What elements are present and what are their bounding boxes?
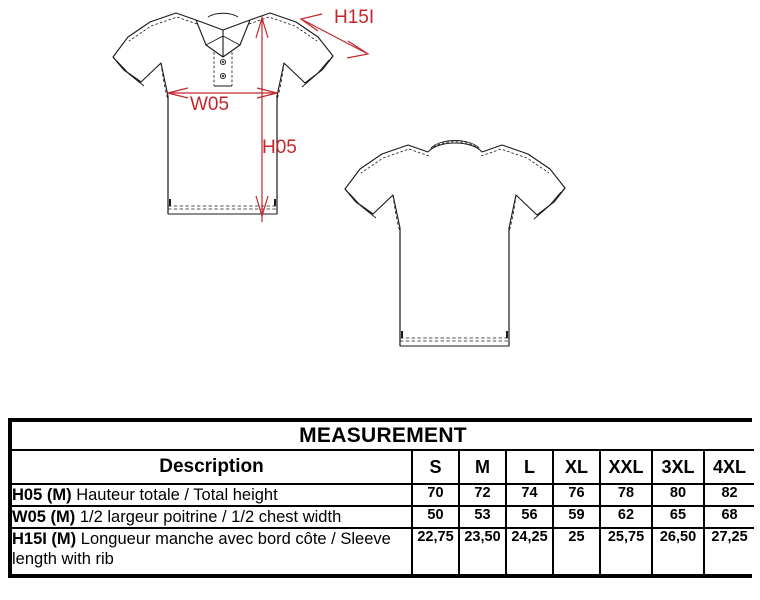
- row-code-h15i: H15I (M): [12, 530, 77, 548]
- cell-h05-m: 72: [458, 483, 507, 507]
- cell-h05-xl: 76: [552, 483, 601, 507]
- annotation-label-h05: H05: [262, 137, 297, 158]
- cell-h05-s: 70: [411, 483, 460, 507]
- cell-h15i-3xl: 26,50: [651, 527, 705, 574]
- cell-w05-m: 53: [458, 505, 507, 529]
- cell-h15i-s: 22,75: [411, 527, 460, 574]
- cell-w05-3xl: 65: [651, 505, 705, 529]
- cell-h15i-4xl: 27,25: [702, 527, 755, 574]
- cell-h05-xxl: 78: [599, 483, 653, 507]
- row-description-h05: H05 (M) Hauteur totale / Total height: [12, 483, 413, 507]
- row-text-h05: Hauteur totale / Total height: [76, 486, 278, 504]
- annotation-h05: [255, 15, 269, 222]
- annotation-h15i: [299, 13, 370, 59]
- polo-back-view: [344, 140, 566, 347]
- measurement-table: MEASUREMENT Description S M L XL XXL 3XL…: [8, 418, 755, 578]
- header-description: Description: [12, 449, 413, 485]
- row-code-h05: H05 (M): [12, 486, 72, 504]
- header-size-l: L: [505, 449, 554, 485]
- cell-h15i-xl: 25: [552, 527, 601, 574]
- header-size-xl: XL: [552, 449, 601, 485]
- header-size-xxl: XXL: [599, 449, 653, 485]
- cell-h05-l: 74: [505, 483, 554, 507]
- row-text-h15i: Longueur manche avec bord côte / Sleeve …: [12, 530, 391, 568]
- header-size-s: S: [411, 449, 460, 485]
- technical-drawing-area: H15I W05 H05: [112, 7, 566, 347]
- cell-w05-xxl: 62: [599, 505, 653, 529]
- annotation-label-h15i: H15I: [334, 7, 374, 28]
- table-row: H05 (M) Hauteur totale / Total height 70…: [12, 483, 755, 507]
- cell-w05-s: 50: [411, 505, 460, 529]
- cell-w05-4xl: 68: [702, 505, 755, 529]
- header-size-4xl: 4XL: [702, 449, 755, 485]
- row-text-w05: 1/2 largeur poitrine / 1/2 chest width: [79, 508, 342, 526]
- polo-front-view: [112, 12, 334, 215]
- cell-w05-l: 56: [505, 505, 554, 529]
- table-header-row: Description S M L XL XXL 3XL 4XL: [12, 449, 755, 485]
- row-code-w05: W05 (M): [12, 508, 76, 526]
- table-title-row: MEASUREMENT: [12, 422, 755, 451]
- cell-h05-4xl: 82: [702, 483, 755, 507]
- cell-h15i-xxl: 25,75: [599, 527, 653, 574]
- cell-w05-xl: 59: [552, 505, 601, 529]
- cell-h15i-l: 24,25: [505, 527, 554, 574]
- row-description-w05: W05 (M) 1/2 largeur poitrine / 1/2 chest…: [12, 505, 413, 529]
- table-row: W05 (M) 1/2 largeur poitrine / 1/2 chest…: [12, 505, 755, 529]
- cell-h05-3xl: 80: [651, 483, 705, 507]
- table-row: H15I (M) Longueur manche avec bord côte …: [12, 527, 755, 574]
- cell-h15i-m: 23,50: [458, 527, 507, 574]
- row-description-h15i: H15I (M) Longueur manche avec bord côte …: [12, 527, 413, 574]
- annotation-label-w05: W05: [190, 94, 229, 115]
- header-size-m: M: [458, 449, 507, 485]
- annotation-w05: [167, 87, 278, 99]
- header-size-3xl: 3XL: [651, 449, 705, 485]
- table-title: MEASUREMENT: [12, 422, 755, 451]
